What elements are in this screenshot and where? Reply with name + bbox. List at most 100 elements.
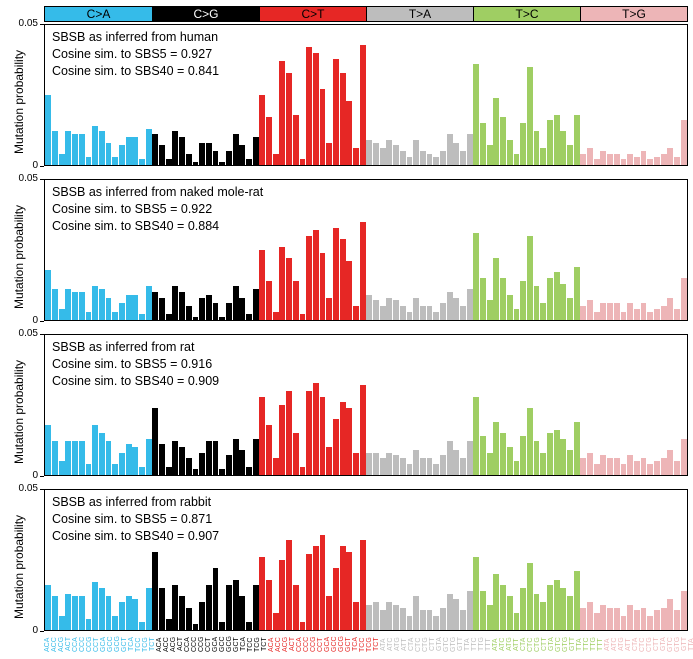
bar bbox=[627, 455, 633, 475]
bar bbox=[259, 557, 265, 630]
bar bbox=[600, 303, 606, 320]
bar bbox=[219, 622, 225, 630]
bar bbox=[65, 131, 71, 165]
bar bbox=[273, 613, 279, 630]
bar bbox=[300, 314, 306, 320]
bar bbox=[627, 605, 633, 630]
bar bbox=[52, 131, 58, 165]
bar bbox=[527, 408, 533, 475]
bar bbox=[674, 461, 680, 475]
bar bbox=[266, 117, 272, 165]
x-tick-label: ATC bbox=[499, 632, 506, 657]
x-tick-label: CCT bbox=[93, 632, 100, 657]
x-tick-label: ATT bbox=[513, 632, 520, 657]
x-tick-label: ATA bbox=[492, 632, 499, 657]
bar bbox=[139, 159, 145, 165]
bar bbox=[126, 444, 132, 475]
bar bbox=[353, 453, 359, 475]
bar bbox=[420, 306, 426, 320]
bar bbox=[433, 157, 439, 165]
bar bbox=[493, 422, 499, 475]
bar bbox=[152, 292, 158, 320]
bar bbox=[59, 616, 65, 630]
bar bbox=[427, 154, 433, 165]
x-tick-label: ACA bbox=[44, 632, 51, 657]
bar bbox=[373, 300, 379, 320]
bar bbox=[300, 159, 306, 165]
bar bbox=[366, 453, 372, 475]
panel-caption-line: SBSB as inferred from naked mole-rat bbox=[52, 184, 263, 201]
bar bbox=[467, 134, 473, 165]
bar bbox=[179, 292, 185, 320]
bar bbox=[45, 270, 51, 320]
panel-caption-line: Cosine sim. to SBS5 = 0.927 bbox=[52, 46, 219, 63]
ytick-label: 0 bbox=[8, 625, 38, 636]
bar bbox=[641, 458, 647, 475]
bar bbox=[213, 151, 219, 165]
bar bbox=[246, 159, 252, 165]
bar bbox=[520, 588, 526, 630]
bar bbox=[72, 292, 78, 320]
bar bbox=[380, 610, 386, 630]
bar bbox=[667, 599, 673, 630]
bar bbox=[213, 303, 219, 320]
bar bbox=[627, 303, 633, 320]
bar bbox=[380, 148, 386, 165]
bar bbox=[514, 461, 520, 475]
bar bbox=[266, 425, 272, 475]
bar bbox=[507, 295, 513, 320]
x-tick-label: CCG bbox=[198, 632, 205, 657]
bar bbox=[139, 314, 145, 320]
bar bbox=[273, 312, 279, 320]
x-tick-label: TCG bbox=[366, 632, 373, 657]
bar bbox=[460, 306, 466, 320]
bar bbox=[580, 154, 586, 165]
bar bbox=[520, 123, 526, 165]
bar bbox=[540, 602, 546, 630]
bar bbox=[574, 571, 580, 630]
bar bbox=[574, 267, 580, 320]
x-tick-label: ACA bbox=[268, 632, 275, 657]
bar bbox=[480, 436, 486, 475]
bar bbox=[547, 278, 553, 320]
ytick-label: 0.05 bbox=[8, 328, 38, 339]
x-tick-label: GTA bbox=[548, 632, 555, 657]
bar bbox=[119, 602, 125, 630]
bar bbox=[627, 154, 633, 165]
x-tick-label: TTA bbox=[688, 632, 693, 657]
bar bbox=[326, 596, 332, 630]
x-tick-label: GCT bbox=[345, 632, 352, 657]
bar bbox=[186, 458, 192, 475]
bar bbox=[507, 140, 513, 165]
bar bbox=[587, 148, 593, 165]
bar bbox=[654, 461, 660, 475]
x-tick-label: CTT bbox=[541, 632, 548, 657]
bar bbox=[320, 89, 326, 165]
bar bbox=[433, 616, 439, 630]
bar bbox=[293, 115, 299, 165]
bar bbox=[172, 131, 178, 165]
x-tick-label: CCC bbox=[79, 632, 86, 657]
x-tick-label: TTG bbox=[478, 632, 485, 657]
bar bbox=[460, 151, 466, 165]
bar bbox=[86, 464, 92, 475]
panel-caption-line: Cosine sim. to SBS5 = 0.871 bbox=[52, 511, 219, 528]
x-tick-label: CTG bbox=[534, 632, 541, 657]
bar bbox=[320, 397, 326, 475]
bar bbox=[213, 568, 219, 630]
bar bbox=[614, 458, 620, 475]
bar bbox=[667, 450, 673, 475]
bar bbox=[152, 134, 158, 165]
x-tick-label: GTG bbox=[674, 632, 681, 657]
bar bbox=[400, 608, 406, 630]
bar bbox=[313, 546, 319, 630]
bar bbox=[199, 143, 205, 165]
bar bbox=[106, 143, 112, 165]
x-tick-label: CTT bbox=[653, 632, 660, 657]
bar bbox=[493, 98, 499, 165]
bar bbox=[574, 115, 580, 165]
x-tick-label: GCT bbox=[233, 632, 240, 657]
bar bbox=[641, 608, 647, 630]
panel-caption: SBSB as inferred from rabbitCosine sim. … bbox=[52, 494, 219, 545]
bar bbox=[407, 312, 413, 320]
